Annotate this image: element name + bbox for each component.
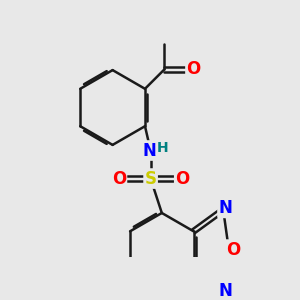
Text: O: O bbox=[187, 60, 201, 78]
Text: N: N bbox=[218, 199, 233, 217]
Text: N: N bbox=[142, 142, 156, 160]
Text: O: O bbox=[175, 169, 190, 188]
Text: H: H bbox=[157, 140, 168, 154]
Text: O: O bbox=[226, 241, 241, 259]
Text: N: N bbox=[218, 282, 233, 300]
Text: S: S bbox=[145, 169, 157, 188]
Text: O: O bbox=[112, 169, 126, 188]
